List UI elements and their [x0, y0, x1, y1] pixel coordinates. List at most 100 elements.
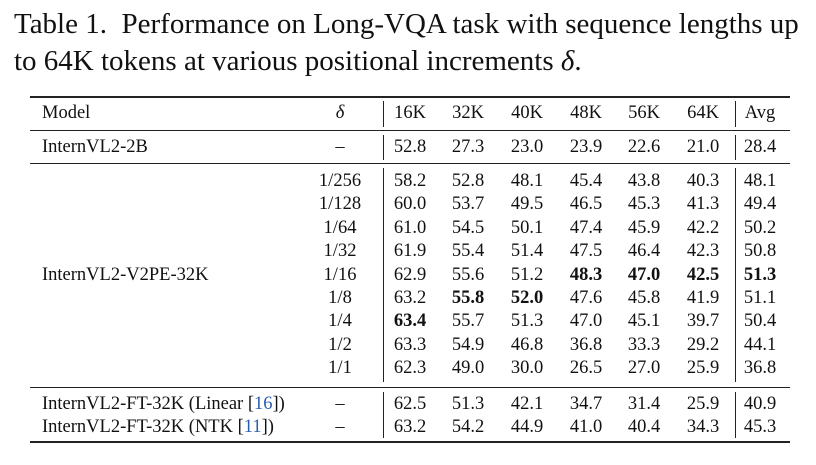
- rule: [735, 392, 736, 438]
- cell: 49.5: [510, 194, 544, 215]
- cell: Avg: [744, 103, 776, 123]
- cell: 21.0: [686, 137, 720, 157]
- cell: –: [335, 394, 345, 414]
- cell: 62.5: [393, 394, 427, 414]
- cell: 48.1: [743, 171, 777, 191]
- cell: 31.4: [627, 394, 661, 414]
- cell: 53.7: [451, 194, 485, 215]
- cell: 42.2: [686, 217, 720, 238]
- rule: [735, 101, 736, 127]
- cell: –: [335, 417, 345, 437]
- cell: 47.0: [569, 311, 603, 332]
- cell: 1/4: [328, 311, 352, 332]
- cell: 33.3: [627, 334, 661, 355]
- cell: 56K: [628, 103, 660, 123]
- cell: 49.4: [743, 194, 777, 215]
- cell: 51.3: [510, 311, 544, 332]
- cell: 62.9: [393, 264, 427, 285]
- cell: 54.5: [451, 217, 485, 238]
- rule: [30, 96, 790, 98]
- cell: Model: [42, 103, 91, 123]
- rule: [735, 135, 736, 160]
- model-text: ]): [272, 394, 285, 414]
- rule: [30, 387, 790, 388]
- rule: [735, 168, 736, 382]
- cell: 50.4: [743, 311, 777, 332]
- cell: 30.0: [510, 358, 544, 379]
- cell: 49.0: [451, 358, 485, 379]
- cell: 25.9: [686, 394, 720, 414]
- cell: 1/8: [328, 288, 352, 308]
- cell: 44.9: [510, 417, 544, 437]
- citation: 16: [254, 394, 273, 414]
- cell: 63.2: [393, 288, 427, 308]
- cell: 48.1: [510, 171, 544, 191]
- cell: 36.8: [743, 358, 777, 379]
- cell: 45.1: [627, 311, 661, 332]
- cell: 51.3: [743, 264, 777, 285]
- cell: 47.4: [569, 217, 603, 238]
- cell: 1/128: [318, 194, 362, 215]
- cell: 55.8: [451, 288, 485, 308]
- cell: 23.9: [569, 137, 603, 157]
- cell: 41.3: [686, 194, 720, 215]
- caption-end: .: [574, 45, 582, 77]
- citation: 11: [243, 417, 262, 437]
- cell: 46.5: [569, 194, 603, 215]
- cell: 63.2: [393, 417, 427, 437]
- cell: 36.8: [569, 334, 603, 355]
- cell: 63.3: [393, 334, 427, 355]
- caption-symbol: δ: [560, 45, 575, 77]
- cell: 47.6: [569, 288, 603, 308]
- cell: 28.4: [743, 137, 777, 157]
- rule: [30, 163, 790, 164]
- model-name: InternVL2-FT-32K (Linear [16]): [42, 393, 285, 415]
- cell: 58.2: [393, 171, 427, 191]
- cell: 27.3: [451, 137, 485, 157]
- cell: InternVL2-2B: [42, 137, 148, 157]
- cell: 43.8: [627, 171, 661, 191]
- cell: 1/16: [323, 264, 357, 285]
- cell: 55.7: [451, 311, 485, 332]
- cell: 45.4: [569, 171, 603, 191]
- caption: Table 1. Performance on Long-VQA task wi…: [14, 6, 809, 80]
- caption-text: Performance on Long-VQA task with sequen…: [14, 8, 799, 77]
- cell: 54.9: [451, 334, 485, 355]
- cell: 51.3: [451, 394, 485, 414]
- cell: 1/1: [328, 358, 352, 379]
- cell: 32K: [452, 103, 484, 123]
- cell: 25.9: [686, 358, 720, 379]
- cell: 39.7: [686, 311, 720, 332]
- cell: 50.1: [510, 217, 544, 238]
- cell: 45.3: [627, 194, 661, 215]
- cell: 1/2: [328, 334, 352, 355]
- rule: [30, 130, 790, 131]
- cell: 61.0: [393, 217, 427, 238]
- model-name: InternVL2-FT-32K (NTK [11]): [42, 416, 274, 438]
- cell: 60.0: [393, 194, 427, 215]
- cell: 34.3: [686, 417, 720, 437]
- rule: [383, 392, 384, 438]
- cell: 47.0: [627, 264, 661, 285]
- cell: 40K: [511, 103, 543, 123]
- cell: 51.4: [510, 241, 544, 262]
- cell: 40.3: [686, 171, 720, 191]
- model-text: InternVL2-FT-32K (NTK [: [42, 417, 244, 437]
- cell: 27.0: [627, 358, 661, 379]
- cell: 50.8: [743, 241, 777, 262]
- cell: 41.0: [569, 417, 603, 437]
- cell: 42.5: [686, 264, 720, 285]
- cell: InternVL2-V2PE-32K: [42, 264, 209, 285]
- cell: 55.6: [451, 264, 485, 285]
- cell: 48K: [570, 103, 602, 123]
- cell: 41.9: [686, 288, 720, 308]
- cell: 45.9: [627, 217, 661, 238]
- cell: 63.4: [393, 311, 427, 332]
- cell: 54.2: [451, 417, 485, 437]
- cell: 40.9: [743, 394, 777, 414]
- model-text: InternVL2-FT-32K (Linear [: [42, 394, 255, 414]
- cell: 50.2: [743, 217, 777, 238]
- cell: 47.5: [569, 241, 603, 262]
- cell: 1/256: [318, 171, 362, 191]
